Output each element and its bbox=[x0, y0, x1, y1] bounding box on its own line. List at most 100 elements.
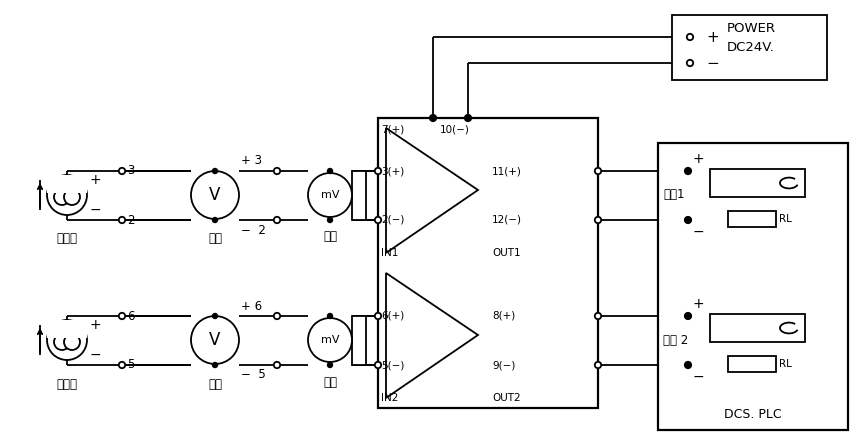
Circle shape bbox=[375, 313, 381, 319]
Text: 毫伏: 毫伏 bbox=[323, 376, 337, 389]
Circle shape bbox=[686, 34, 693, 40]
Text: −: − bbox=[693, 225, 704, 239]
Text: 5: 5 bbox=[127, 358, 135, 371]
Text: V: V bbox=[209, 331, 221, 349]
Text: 11(+): 11(+) bbox=[492, 166, 522, 176]
Circle shape bbox=[327, 168, 333, 174]
Circle shape bbox=[212, 217, 219, 223]
Text: −  2: − 2 bbox=[241, 224, 266, 236]
Circle shape bbox=[119, 217, 125, 223]
Text: −: − bbox=[90, 348, 102, 362]
Circle shape bbox=[685, 362, 692, 368]
Bar bbox=[352, 316, 366, 365]
Circle shape bbox=[685, 313, 692, 319]
Circle shape bbox=[375, 362, 381, 368]
Text: +: + bbox=[90, 173, 102, 187]
Circle shape bbox=[54, 334, 70, 350]
Circle shape bbox=[47, 320, 87, 360]
Circle shape bbox=[273, 168, 280, 174]
Circle shape bbox=[64, 189, 80, 205]
Text: 4-20mA: 4-20mA bbox=[728, 178, 772, 188]
Circle shape bbox=[327, 217, 333, 223]
Circle shape bbox=[375, 168, 381, 174]
Text: 10(−): 10(−) bbox=[440, 125, 470, 135]
Text: +: + bbox=[90, 318, 102, 332]
Circle shape bbox=[464, 115, 471, 121]
Text: −  5: − 5 bbox=[241, 369, 266, 381]
Circle shape bbox=[430, 115, 436, 121]
Text: 电压: 电压 bbox=[208, 377, 222, 390]
Circle shape bbox=[375, 217, 381, 223]
Text: +: + bbox=[706, 30, 719, 45]
Text: V: V bbox=[209, 186, 221, 204]
Bar bbox=[47, 320, 87, 338]
Circle shape bbox=[327, 362, 333, 368]
Circle shape bbox=[119, 168, 125, 174]
Circle shape bbox=[191, 316, 239, 364]
Text: 毫伏: 毫伏 bbox=[323, 230, 337, 244]
Text: 9(−): 9(−) bbox=[492, 360, 515, 370]
Bar bbox=[710, 169, 805, 197]
Text: −: − bbox=[706, 56, 719, 71]
Text: + 3: + 3 bbox=[241, 155, 262, 168]
Text: 2(−): 2(−) bbox=[381, 215, 405, 225]
Circle shape bbox=[273, 313, 280, 319]
Circle shape bbox=[212, 313, 219, 319]
Text: OUT1: OUT1 bbox=[492, 248, 520, 258]
Circle shape bbox=[119, 313, 125, 319]
Circle shape bbox=[464, 115, 471, 121]
Text: mV: mV bbox=[321, 335, 339, 345]
Text: 6: 6 bbox=[127, 309, 135, 323]
Text: 通道1: 通道1 bbox=[663, 188, 685, 202]
Text: IN2: IN2 bbox=[381, 393, 399, 403]
Circle shape bbox=[685, 168, 692, 174]
Text: POWER: POWER bbox=[727, 22, 776, 35]
Text: RL: RL bbox=[779, 214, 792, 224]
Bar bbox=[728, 211, 776, 227]
Text: 3(+): 3(+) bbox=[381, 166, 405, 176]
Circle shape bbox=[64, 334, 80, 350]
Circle shape bbox=[595, 362, 602, 368]
Circle shape bbox=[308, 173, 352, 217]
Circle shape bbox=[273, 362, 280, 368]
Text: 4-20mA: 4-20mA bbox=[728, 323, 772, 333]
Text: 7(+): 7(+) bbox=[381, 125, 405, 135]
Circle shape bbox=[685, 313, 692, 319]
Circle shape bbox=[595, 217, 602, 223]
Circle shape bbox=[273, 217, 280, 223]
Circle shape bbox=[212, 168, 219, 174]
Circle shape bbox=[212, 362, 219, 368]
Circle shape bbox=[430, 115, 436, 121]
Text: mV: mV bbox=[321, 190, 339, 200]
Text: 12(−): 12(−) bbox=[492, 215, 522, 225]
Text: DCS. PLC: DCS. PLC bbox=[724, 408, 782, 422]
Text: 2: 2 bbox=[127, 213, 135, 226]
Text: OUT2: OUT2 bbox=[492, 393, 520, 403]
Text: −: − bbox=[693, 370, 704, 384]
Text: −: − bbox=[90, 203, 102, 217]
Bar bbox=[672, 15, 827, 80]
Circle shape bbox=[685, 362, 692, 368]
Circle shape bbox=[595, 168, 602, 174]
Circle shape bbox=[47, 175, 87, 215]
Text: 3: 3 bbox=[127, 164, 135, 178]
Bar bbox=[352, 171, 366, 220]
Circle shape bbox=[685, 168, 692, 174]
Circle shape bbox=[191, 171, 239, 219]
Bar bbox=[728, 356, 776, 372]
Circle shape bbox=[685, 217, 692, 223]
Text: IN1: IN1 bbox=[381, 248, 399, 258]
Circle shape bbox=[54, 189, 70, 205]
Circle shape bbox=[308, 318, 352, 362]
Text: 通道 2: 通道 2 bbox=[663, 334, 688, 347]
Circle shape bbox=[327, 313, 333, 319]
Text: +: + bbox=[693, 297, 704, 311]
Text: DC24V.: DC24V. bbox=[727, 41, 775, 54]
Circle shape bbox=[595, 313, 602, 319]
Text: + 6: + 6 bbox=[241, 300, 262, 312]
Text: 6(+): 6(+) bbox=[381, 311, 405, 321]
Text: RL: RL bbox=[779, 359, 792, 369]
Text: 8(+): 8(+) bbox=[492, 311, 515, 321]
Circle shape bbox=[686, 60, 693, 66]
Bar bbox=[47, 175, 87, 193]
